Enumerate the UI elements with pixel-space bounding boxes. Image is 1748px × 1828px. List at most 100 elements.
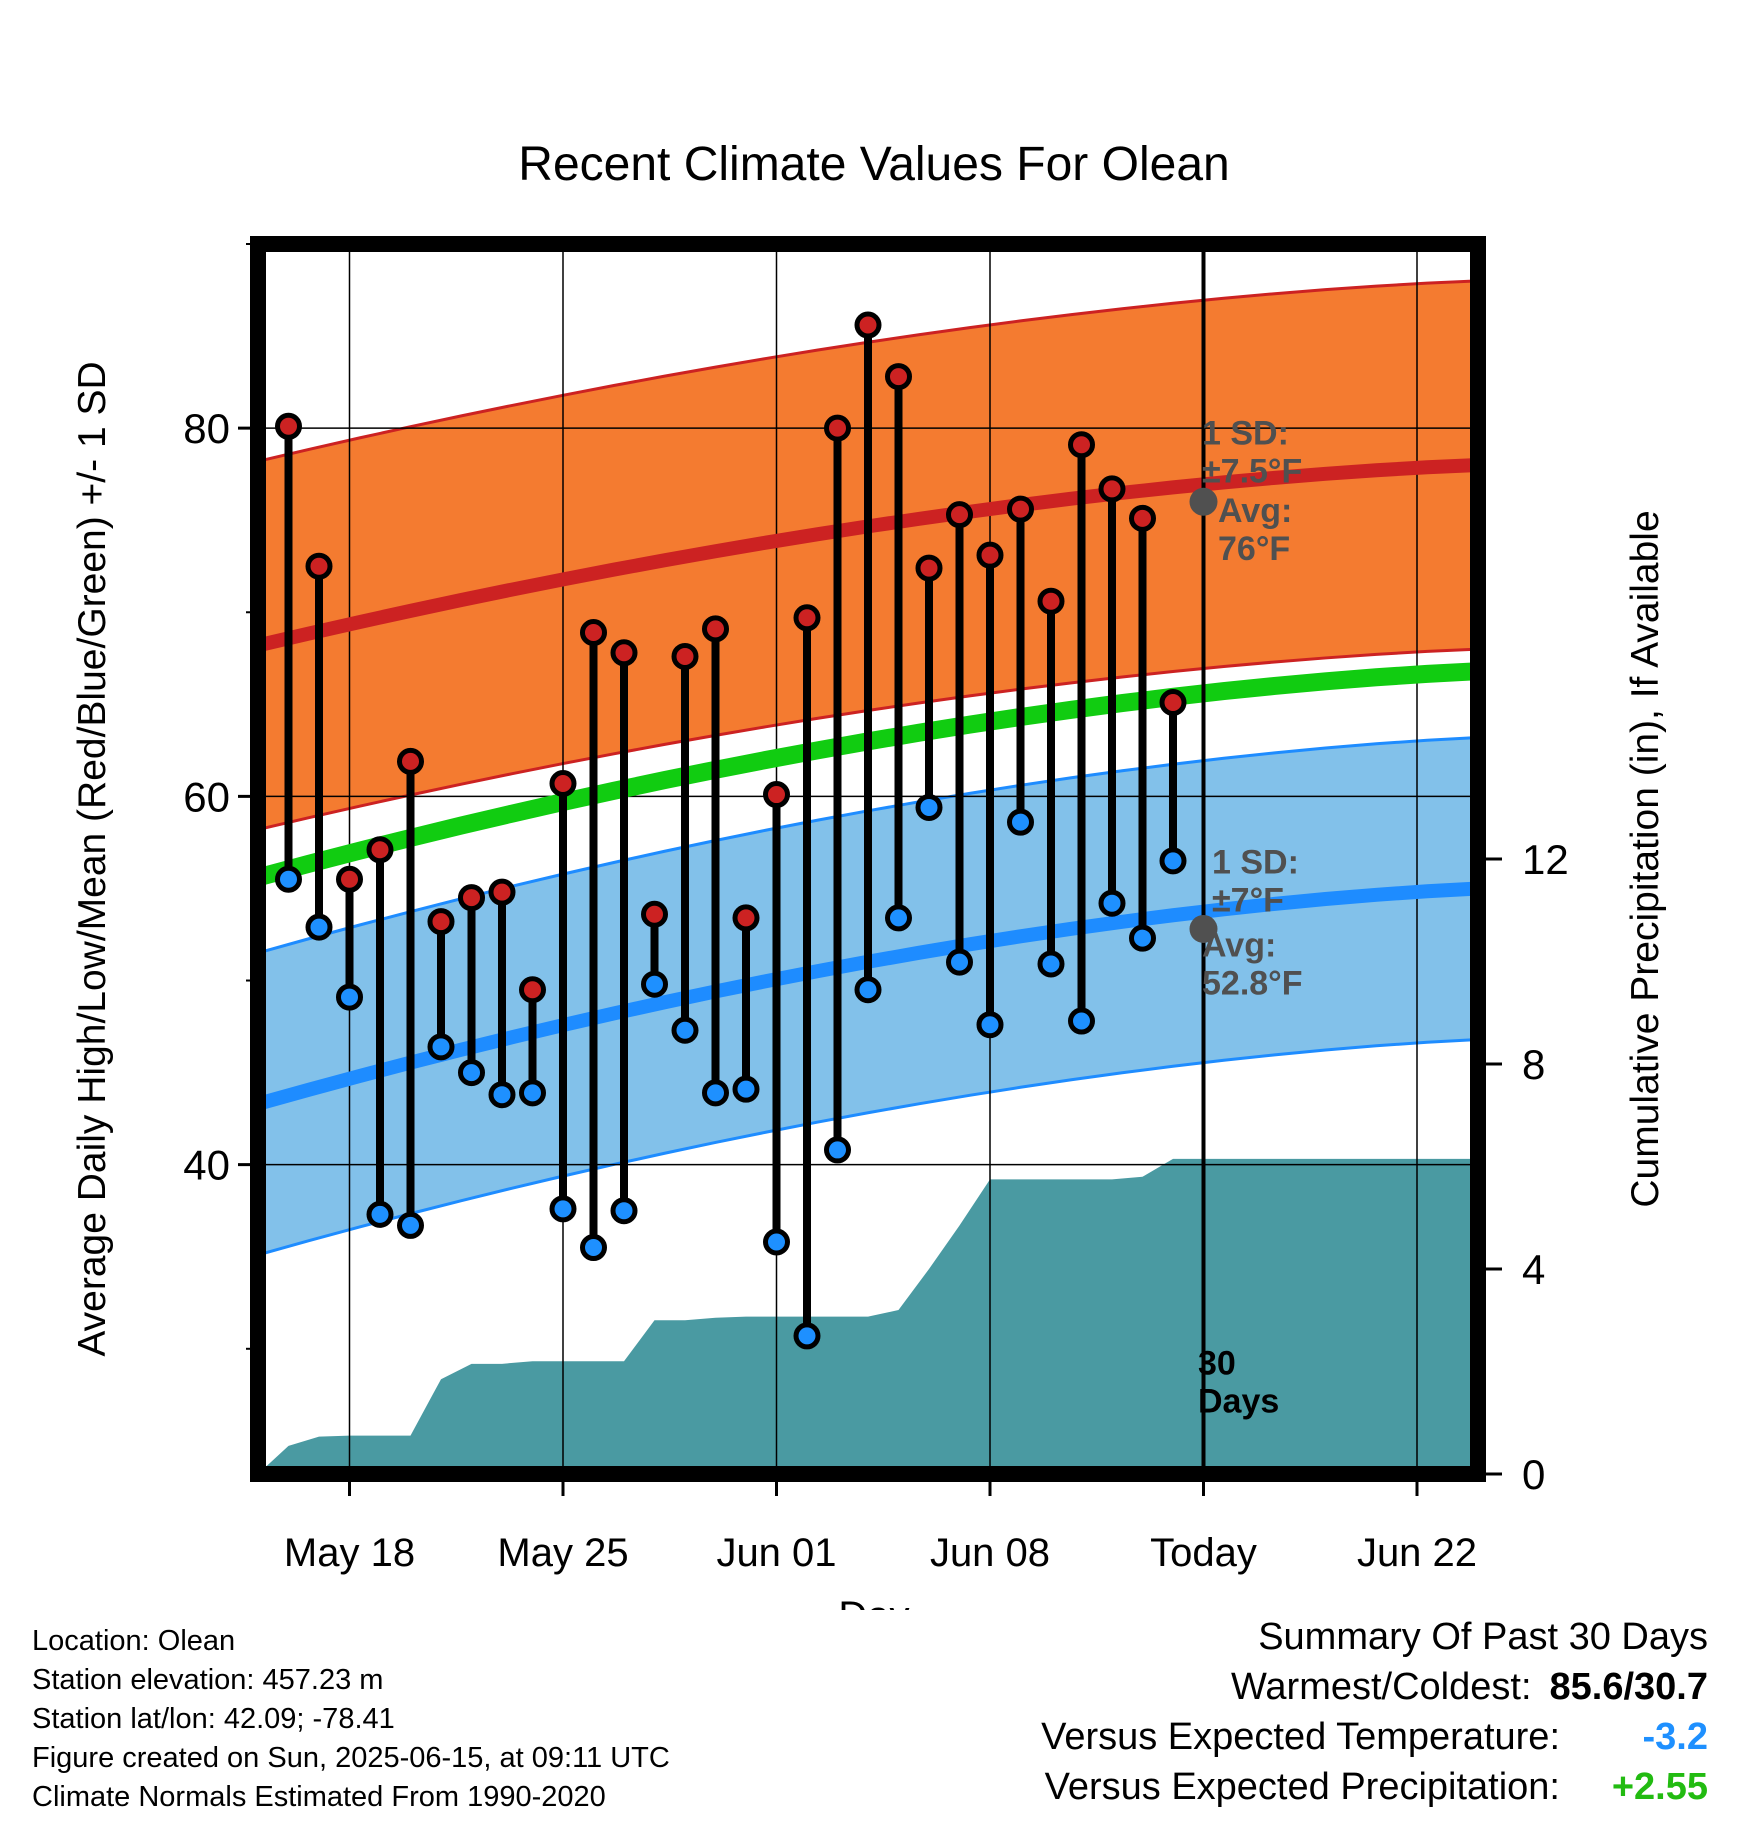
axes: 40 60 80 0 4 8 12 May 18 May 25 Jun 01 Jun 08 Today… xyxy=(71,236,1667,1610)
daily-high-point xyxy=(671,642,699,670)
daily-low-point xyxy=(427,1033,455,1061)
station-info: Location: Olean Station elevation: 457.2… xyxy=(32,1622,670,1817)
daily-high-point xyxy=(610,639,638,667)
daily-low-point xyxy=(580,1234,607,1262)
daily-high-point xyxy=(824,414,851,442)
right-tick-label: 12 xyxy=(1522,836,1569,883)
daily-low-point xyxy=(610,1197,638,1225)
left-tick-label: 40 xyxy=(183,1142,230,1189)
daily-low-point xyxy=(275,865,302,893)
summary-warm-cold: Warmest/Coldest: 85.6/30.7 xyxy=(1041,1662,1708,1712)
summary-temp: Versus Expected Temperature: -3.2 xyxy=(1041,1712,1708,1762)
daily-low-point xyxy=(458,1059,485,1087)
temp-value: -3.2 xyxy=(1642,1716,1708,1758)
created-text: Figure created on Sun, 2025-06-15, at 09… xyxy=(32,1742,670,1774)
days-label: 30 Days xyxy=(1198,1345,1279,1421)
daily-high-point xyxy=(397,747,424,775)
climate-chart: Recent Climate Values For Olean 1 SD: ±7.… xyxy=(71,138,1667,1610)
precip-value: +2.55 xyxy=(1611,1766,1708,1808)
daily-high-point xyxy=(1068,431,1095,459)
x-tick-label: May 18 xyxy=(284,1531,415,1575)
daily-low-point xyxy=(732,1075,760,1103)
daily-low-point xyxy=(915,793,943,821)
elevation-text: Station elevation: 457.23 m xyxy=(32,1664,384,1696)
x-tick-label: Jun 01 xyxy=(716,1531,836,1575)
daily-low-point xyxy=(885,904,912,932)
left-tick-label: 60 xyxy=(183,773,230,820)
daily-low-point xyxy=(671,1016,699,1044)
daily-low-point xyxy=(976,1011,1004,1039)
low-avg-marker xyxy=(1189,914,1218,943)
daily-low-point xyxy=(488,1081,516,1109)
daily-high-point xyxy=(641,900,668,928)
daily-low-point xyxy=(702,1079,729,1107)
summary-panel: Summary Of Past 30 Days Warmest/Coldest:… xyxy=(1041,1612,1708,1812)
right-axis-label: Cumulative Precipitation (in), If Availa… xyxy=(1624,510,1667,1207)
daily-low-point xyxy=(1129,924,1156,952)
right-tick-label: 4 xyxy=(1522,1246,1545,1293)
temp-label: Versus Expected Temperature: xyxy=(1041,1716,1560,1758)
low-sd-label: 1 SD: ±7°F xyxy=(1212,844,1299,920)
daily-high-point xyxy=(427,908,455,936)
daily-high-point xyxy=(763,781,790,809)
daily-high-point xyxy=(1037,587,1065,615)
daily-high-point xyxy=(519,976,546,1004)
daily-high-point xyxy=(549,770,577,798)
warm-cold-value: 85.6/30.7 xyxy=(1549,1666,1708,1708)
location-text: Location: Olean xyxy=(32,1625,236,1657)
x-tick-label: Jun 08 xyxy=(930,1531,1050,1575)
daily-high-low xyxy=(275,311,1187,1350)
daily-high-point xyxy=(976,541,1004,569)
low-avg-label: Avg: 52.8°F xyxy=(1202,927,1303,1003)
daily-low-point xyxy=(946,948,973,976)
x-tick-label: May 25 xyxy=(497,1531,628,1575)
left-axis-label: Average Daily High/Low/Mean (Red/Blue/Gr… xyxy=(71,361,114,1356)
daily-high-point xyxy=(275,412,302,440)
daily-low-point xyxy=(397,1211,424,1239)
high-avg-label: Avg: 76°F xyxy=(1218,492,1292,568)
daily-low-point xyxy=(763,1228,790,1256)
precip-label: Versus Expected Precipitation: xyxy=(1044,1766,1560,1808)
normals-source-text: Climate Normals Estimated From 1990-2020 xyxy=(32,1781,606,1813)
right-tick-label: 8 xyxy=(1522,1041,1545,1088)
daily-low-point xyxy=(366,1200,394,1228)
daily-high-point xyxy=(1007,495,1034,523)
daily-high-point xyxy=(305,552,333,580)
left-tick-label: 80 xyxy=(183,405,230,452)
daily-high-point xyxy=(1098,475,1126,503)
daily-low-point xyxy=(519,1079,546,1107)
daily-low-point xyxy=(1068,1007,1095,1035)
daily-high-point xyxy=(488,878,516,906)
right-tick-label: 0 xyxy=(1522,1451,1545,1498)
daily-low-point xyxy=(824,1136,851,1164)
daily-high-point xyxy=(366,836,394,864)
daily-low-point xyxy=(793,1322,821,1350)
daily-high-point xyxy=(580,619,607,647)
daily-high-point xyxy=(732,904,760,932)
daily-low-point xyxy=(305,913,333,941)
daily-high-point xyxy=(854,311,882,339)
daily-low-point xyxy=(641,970,668,998)
x-tick-label: Today xyxy=(1150,1531,1257,1575)
summary-title: Summary Of Past 30 Days xyxy=(1258,1616,1708,1658)
daily-high-point xyxy=(885,363,912,391)
summary-precip: Versus Expected Precipitation: +2.55 xyxy=(1041,1762,1708,1812)
daily-high-point xyxy=(915,554,943,582)
daily-low-point xyxy=(336,983,363,1011)
daily-low-point xyxy=(1007,808,1034,836)
daily-low-point xyxy=(1159,847,1187,875)
warm-cold-label: Warmest/Coldest: xyxy=(1230,1666,1532,1708)
daily-low-point xyxy=(549,1195,577,1223)
daily-low-point xyxy=(854,976,882,1004)
low-sd-band-lower-edge xyxy=(257,1037,1479,1257)
daily-low-point xyxy=(1098,889,1126,917)
daily-high-point xyxy=(793,604,821,632)
daily-high-point xyxy=(336,865,363,893)
high-avg-marker xyxy=(1189,487,1218,516)
high-sd-label: 1 SD: ±7.5°F xyxy=(1202,415,1302,491)
daily-high-point xyxy=(458,884,485,912)
daily-high-point xyxy=(702,615,729,643)
daily-high-point xyxy=(1129,504,1156,532)
chart-title: Recent Climate Values For Olean xyxy=(518,138,1229,191)
